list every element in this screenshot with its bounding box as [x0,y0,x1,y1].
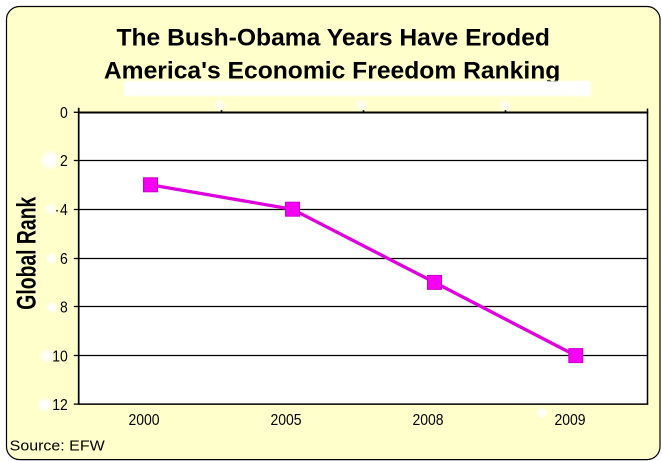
svg-text:2: 2 [60,152,68,170]
svg-text:America's Economic Freedom Ran: America's Economic Freedom Ranking [104,58,560,85]
svg-text:Source: EFW: Source: EFW [10,438,105,454]
svg-text:2008: 2008 [412,411,443,429]
svg-text:12: 12 [52,396,68,414]
svg-text:6: 6 [60,250,68,268]
svg-text:8: 8 [60,299,68,317]
svg-text:10: 10 [52,348,68,366]
svg-text:Global Rank: Global Rank [11,196,42,309]
svg-text:2000: 2000 [128,411,159,429]
svg-text:The Bush-Obama Years Have Erod: The Bush-Obama Years Have Eroded [116,25,550,52]
svg-text:2009: 2009 [554,411,585,429]
svg-text:2005: 2005 [270,411,301,429]
svg-text:4: 4 [60,201,68,219]
svg-text:0: 0 [60,104,68,122]
